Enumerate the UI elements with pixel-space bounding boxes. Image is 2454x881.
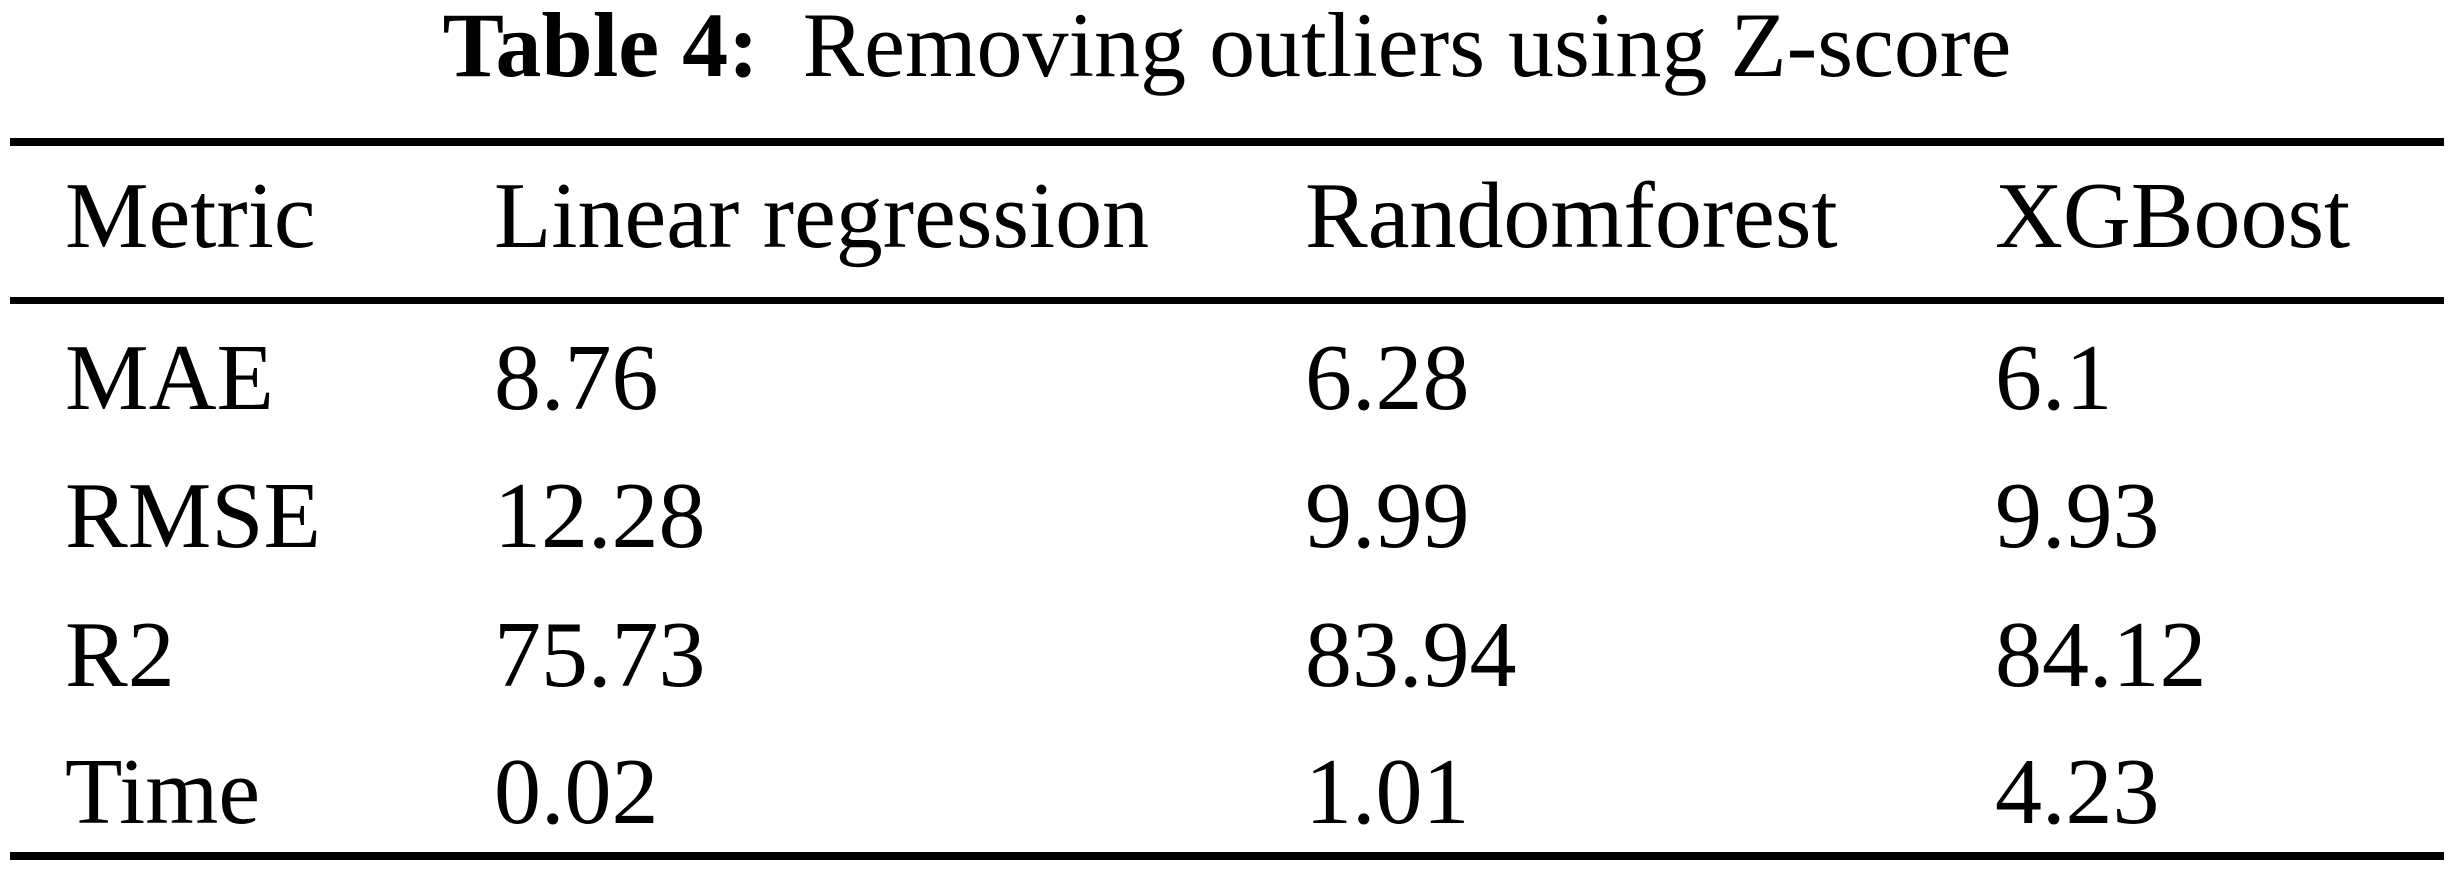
cell-rmse-xgboost: 9.93 <box>1995 463 2160 568</box>
cell-r2-xgboost: 84.12 <box>1995 602 2207 707</box>
cell-r2-linear-regression: 75.73 <box>494 602 706 707</box>
header-cell-xgboost: XGBoost <box>1995 142 2444 304</box>
cell-mae-xgboost: 6.1 <box>1995 326 2113 431</box>
header-row: Metric Linear regression Randomforest XG… <box>10 142 2444 304</box>
table-caption: Table 4: Removing outliers using Z-score <box>0 0 2454 93</box>
row-label-time: Time <box>65 739 261 844</box>
cell-time-randomforest: 1.01 <box>1305 739 1470 844</box>
cell-mae-randomforest: 6.28 <box>1305 326 1470 431</box>
header-cell-metric: Metric <box>10 142 494 304</box>
table-row-rmse: RMSE 12.28 9.99 9.93 <box>10 439 2444 578</box>
table-caption-label: Table 4: <box>442 0 759 96</box>
row-label-mae: MAE <box>65 326 274 431</box>
table-row-r2: R2 75.73 83.94 84.12 <box>10 578 2444 717</box>
table-row-mae: MAE 8.76 6.28 6.1 <box>10 300 2444 439</box>
row-label-r2: R2 <box>65 602 175 707</box>
row-label-rmse: RMSE <box>65 463 321 568</box>
cell-r2-randomforest: 83.94 <box>1305 602 1517 707</box>
cell-mae-linear-regression: 8.76 <box>494 326 659 431</box>
cell-rmse-randomforest: 9.99 <box>1305 463 1470 568</box>
cell-time-xgboost: 4.23 <box>1995 739 2160 844</box>
results-table: Metric Linear regression Randomforest XG… <box>10 138 2444 860</box>
cell-rmse-linear-regression: 12.28 <box>494 463 706 568</box>
cell-time-linear-regression: 0.02 <box>494 739 659 844</box>
header-cell-linear-regression: Linear regression <box>494 142 1305 304</box>
header-cell-randomforest: Randomforest <box>1305 142 1995 304</box>
table-caption-text: Removing outliers using Z-score <box>802 0 2012 96</box>
table-row-time: Time 0.02 1.01 4.23 <box>10 717 2444 856</box>
